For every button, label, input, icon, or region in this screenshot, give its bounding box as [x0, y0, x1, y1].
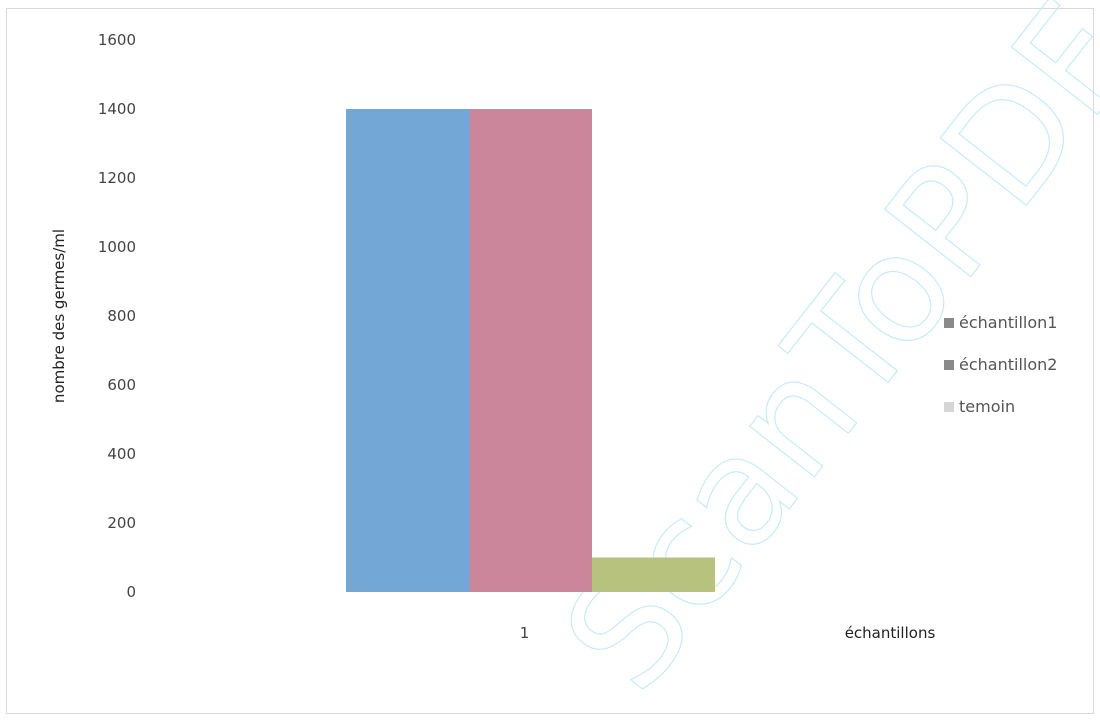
x-tick-label: 1 [520, 624, 530, 642]
bars-group [346, 109, 715, 592]
legend-swatch [944, 402, 954, 412]
legend-swatch [944, 360, 954, 370]
legend-label: échantillon2 [959, 355, 1057, 374]
bar--chantillon1 [346, 109, 469, 592]
y-tick-label: 1400 [98, 100, 136, 118]
y-axis-title: nombre des germes/ml [50, 229, 68, 403]
legend-label: échantillon1 [959, 313, 1057, 332]
y-tick-label: 800 [107, 307, 136, 325]
y-tick-label: 200 [107, 514, 136, 532]
x-axis-title: échantillons [845, 624, 936, 642]
y-tick-label: 400 [107, 445, 136, 463]
chart-frame [6, 8, 1094, 714]
y-axis-ticks: 0 200 400 600 800 1000 1200 1400 1600 [98, 31, 136, 601]
legend: échantillon1 échantillon2 temoin [944, 313, 1057, 416]
y-tick-label: 1000 [98, 238, 136, 256]
bar-temoin [592, 557, 715, 592]
y-tick-label: 0 [126, 583, 136, 601]
y-tick-label: 1200 [98, 169, 136, 187]
legend-swatch [944, 318, 954, 328]
bar--chantillon2 [469, 109, 592, 592]
y-tick-label: 1600 [98, 31, 136, 49]
legend-label: temoin [959, 397, 1015, 416]
x-axis-ticks: 1 [520, 624, 530, 642]
y-tick-label: 600 [107, 376, 136, 394]
